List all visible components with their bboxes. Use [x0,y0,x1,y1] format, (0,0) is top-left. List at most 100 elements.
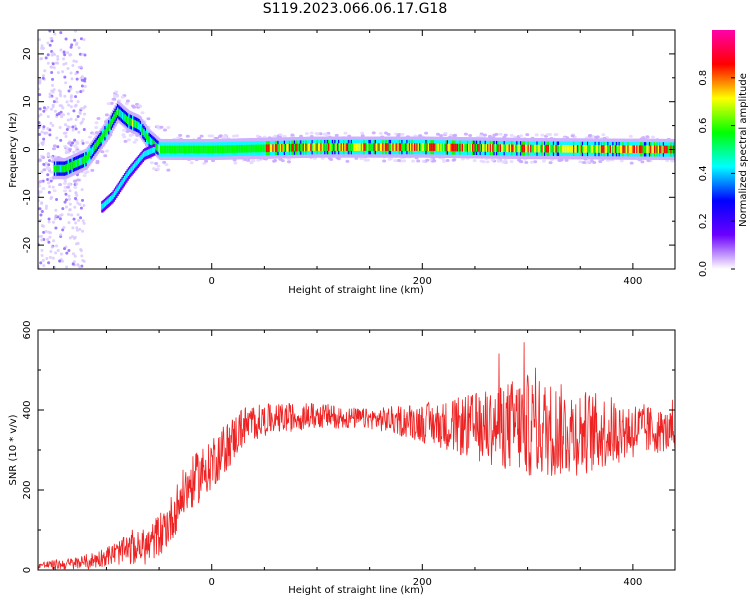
spectrogram-cell [53,217,57,221]
spectrogram-cell [605,145,609,153]
spectrogram-cell [259,144,263,153]
spectrogram-cell [417,143,421,151]
spectrogram-cell [444,143,447,152]
spectrogram-cell [75,228,79,232]
spectrogram-cell [52,100,56,104]
spectrogram-cell [621,145,624,153]
spectrogram-cell [71,64,75,68]
spectrogram-cell [56,71,60,75]
spectrogram-cell [82,204,86,208]
spectrogram-cell [71,226,75,230]
spectrogram-cell [81,219,85,223]
spectrogram-cell [91,146,95,155]
spectrogram-cell [664,145,667,154]
spectrogram-cell [39,113,43,117]
spectrogram-cell [366,158,371,162]
spectrogram-cell [55,164,58,173]
spectrogram-cell [435,132,440,136]
spectrogram-cell [650,145,653,154]
spectrogram-cell [74,118,78,122]
spectrogram-cell [437,143,441,152]
spectrogram-cell [79,216,83,220]
spectrogram-cell [513,135,518,139]
spectrogram-cell [594,135,599,139]
spectrogram-cell [360,143,364,151]
spectrogram-cell [326,143,330,151]
spectrogram-cell [579,145,582,153]
spectrogram-cell [541,159,546,163]
spectrogram-cell [243,144,246,153]
spectrogram-cell [587,134,592,138]
spectrogram-cell [336,143,340,151]
spectrogram-cell [202,145,206,154]
spectrogram-cell [408,143,412,151]
spectrogram-cell [109,121,112,129]
spectrogram-cell [53,164,57,173]
spectrogram-cell [586,145,590,153]
spectrogram-cell [400,132,405,136]
spectrogram-cell [43,69,47,73]
spectrogram-cell [62,181,67,185]
spectrogram-cell [541,144,544,153]
spectrogram-cell [128,168,132,175]
spectrogram-cell [47,261,51,265]
spectrogram-cell [143,129,146,137]
spectrogram-cell [319,143,322,151]
spectrogram-cell [628,145,632,154]
spectrogram-cell [426,143,429,151]
spectrogram-cell [52,189,57,193]
spectrogram-cell [40,46,44,50]
spectrogram-cell [286,160,291,164]
spectrogram-cell [436,143,440,152]
spectrogram-cell [432,159,437,163]
spectrogram-cell [40,248,44,252]
spectrogram-cell [75,182,79,186]
spectrogram-cell [112,193,115,199]
spectrogram-cell [524,161,529,165]
spectrogram-cell [629,161,634,165]
spectrogram-cell [287,143,290,152]
spectrogram-cell [529,160,534,164]
spectrogram-cell [477,144,480,152]
spectrogram-cell [47,181,51,185]
spectrogram-cell [273,134,278,138]
spectrogram-cell [545,133,550,137]
spectrogram-cell [59,48,63,52]
spectrogram-cell [624,145,628,153]
spectrogram-cell [66,163,69,172]
spectrogram-cell [478,144,481,152]
spectrogram-cell [82,127,86,131]
spectrogram-cell [74,72,78,76]
spectrogram-cell [379,143,383,151]
spectrogram-cell [181,145,184,154]
spectrogram-cell [485,160,490,164]
spectrogram-cell [493,144,496,152]
spectrogram-cell [157,144,160,152]
spectrogram-cell [309,143,312,152]
spectrogram-cell [38,107,42,111]
spectrogram-cell [67,248,71,252]
spectrogram-cell [132,140,137,144]
spectrogram-cell [201,145,205,154]
snr-x-axis-label: Height of straight line (km) [288,585,424,596]
spectrogram-cell [69,99,73,103]
spectrogram-cell [627,145,630,154]
spectrogram-cell [57,164,60,173]
spectrogram-cell [648,145,652,154]
spectrogram-cell [242,144,245,153]
spectrogram-cell [52,239,56,243]
spectrogram-cell [53,32,57,36]
spectrogram-cell [59,233,63,237]
spectrogram-cell [301,143,304,152]
spectrogram-cell [77,130,81,134]
spectrogram-cell [147,149,151,156]
spectrogram-cell [531,144,534,153]
spectrogram-cell [305,143,308,152]
spectrogram-cell [354,156,359,160]
spectrogram-cell [69,87,73,91]
spectrogram-cell [127,170,131,177]
spectrogram-cell [218,145,221,154]
colorbar-tick-label: 0.6 [698,118,709,134]
snr-y-axis-label: SNR (10 * v/v) [8,414,19,485]
spectrogram-cell [647,145,651,154]
